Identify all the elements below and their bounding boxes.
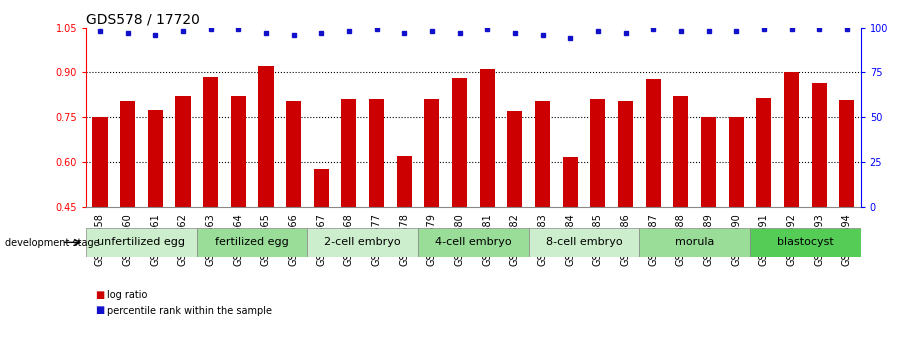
Text: percentile rank within the sample: percentile rank within the sample xyxy=(107,306,272,315)
Bar xyxy=(148,110,163,207)
Bar xyxy=(640,228,750,257)
Text: morula: morula xyxy=(675,237,715,247)
Text: ■: ■ xyxy=(95,306,104,315)
Bar xyxy=(529,228,640,257)
Bar xyxy=(728,117,744,207)
Bar xyxy=(507,111,523,207)
Text: unfertilized egg: unfertilized egg xyxy=(98,237,186,247)
Bar xyxy=(452,78,467,207)
Bar xyxy=(424,99,439,207)
Text: GDS578 / 17720: GDS578 / 17720 xyxy=(86,12,200,27)
Bar xyxy=(175,96,190,207)
Bar xyxy=(369,99,384,207)
Text: development stage: development stage xyxy=(5,238,99,248)
Text: ■: ■ xyxy=(95,290,104,300)
Text: fertilized egg: fertilized egg xyxy=(216,237,289,247)
Bar xyxy=(535,101,550,207)
Bar xyxy=(342,99,356,207)
Bar xyxy=(92,117,108,207)
Bar xyxy=(839,100,854,207)
Bar xyxy=(673,96,689,207)
Bar xyxy=(313,169,329,207)
Bar xyxy=(784,72,799,207)
Bar xyxy=(812,83,827,207)
Bar xyxy=(563,157,578,207)
Bar xyxy=(203,77,218,207)
Bar xyxy=(591,99,605,207)
Bar xyxy=(397,156,412,207)
Bar xyxy=(750,228,861,257)
Bar xyxy=(120,101,135,207)
Bar xyxy=(231,96,246,207)
Bar xyxy=(646,79,660,207)
Text: 8-cell embryo: 8-cell embryo xyxy=(545,237,622,247)
Bar xyxy=(86,228,197,257)
Text: 2-cell embryo: 2-cell embryo xyxy=(324,237,401,247)
Bar xyxy=(618,101,633,207)
Bar xyxy=(479,69,495,207)
Text: log ratio: log ratio xyxy=(107,290,148,300)
Bar xyxy=(757,98,772,207)
Bar xyxy=(258,67,274,207)
Text: 4-cell embryo: 4-cell embryo xyxy=(435,237,512,247)
Bar xyxy=(418,228,529,257)
Bar xyxy=(286,101,301,207)
Bar xyxy=(307,228,418,257)
Bar xyxy=(197,228,307,257)
Text: blastocyst: blastocyst xyxy=(777,237,834,247)
Bar xyxy=(701,117,716,207)
